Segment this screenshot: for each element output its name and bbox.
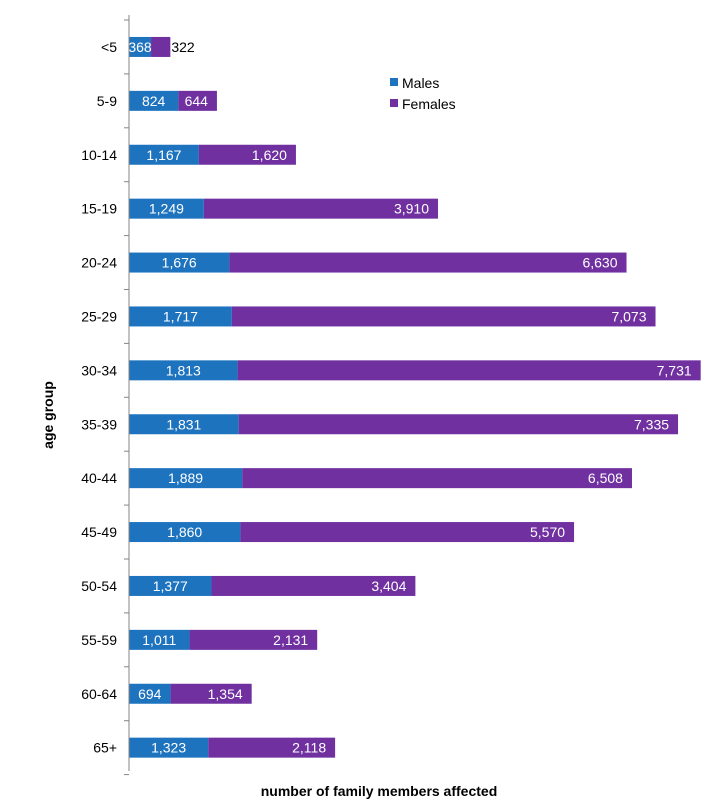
y-tick-label: 30-34 — [81, 362, 117, 378]
bar-males — [129, 198, 204, 219]
legend: Males Females — [390, 75, 456, 112]
data-label-males: 1,676 — [162, 255, 197, 271]
data-label-females: 7,335 — [634, 416, 669, 432]
data-label-females: 5,570 — [530, 524, 565, 540]
bar-females — [178, 90, 217, 111]
y-tick-label: 65+ — [93, 740, 117, 756]
bar-females — [237, 360, 701, 381]
bar-females — [242, 468, 632, 489]
y-tick-label: <5 — [101, 39, 117, 55]
bar-females — [211, 575, 416, 596]
bar-males — [129, 683, 171, 704]
bar-males — [129, 144, 199, 165]
data-label-males: 1,011 — [142, 632, 176, 648]
bar-females — [203, 198, 439, 219]
data-label-males: 1,377 — [153, 578, 188, 594]
bar-males — [129, 629, 190, 650]
bar-males — [129, 575, 212, 596]
data-label-females: 7,073 — [611, 308, 646, 324]
data-label-males: 824 — [142, 93, 166, 109]
data-label-females: 2,118 — [292, 740, 326, 756]
y-tick-label: 40-44 — [81, 470, 117, 486]
bar-females — [189, 629, 318, 650]
bar-females — [240, 522, 575, 543]
y-tick-label: 5-9 — [97, 93, 117, 109]
data-label-females: 2,131 — [273, 632, 308, 648]
data-label-females: 644 — [185, 93, 209, 109]
bar-males — [129, 360, 238, 381]
y-tick-label: 10-14 — [81, 147, 117, 163]
legend-label-females: Females — [402, 96, 456, 112]
y-tick-labels: <5 5-9 10-14 15-19 20-24 25-29 30-34 35-39 40-44… — [81, 39, 117, 756]
bar-males — [129, 737, 209, 758]
bar-males — [129, 252, 230, 273]
legend-swatch-males — [390, 78, 398, 86]
data-label-females: 7,731 — [657, 362, 692, 378]
y-tick-label: 15-19 — [81, 201, 117, 217]
y-tick-label: 35-39 — [81, 416, 117, 432]
bar-females — [170, 683, 252, 704]
bar-females — [208, 737, 336, 758]
y-tick-label: 55-59 — [81, 632, 117, 648]
bar-males — [129, 414, 239, 435]
bar-females — [198, 144, 296, 165]
bar-males — [129, 522, 241, 543]
data-label-females: 6,630 — [582, 255, 617, 271]
y-tick-label: 45-49 — [81, 524, 117, 540]
data-label-males: 1,831 — [166, 416, 201, 432]
data-label-males: 1,249 — [149, 201, 184, 217]
legend-swatch-females — [390, 99, 398, 107]
y-axis-tick-marks — [124, 19, 129, 776]
data-labels-layer: 368 322 824 644 1,167 1,620 1,249 3,910 1,676 6,6… — [128, 39, 692, 756]
data-label-males: 1,860 — [167, 524, 202, 540]
y-axis-label: age group — [40, 381, 56, 449]
data-label-males: 368 — [128, 39, 152, 55]
bar-males — [129, 306, 232, 327]
data-label-females: 322 — [171, 39, 195, 55]
data-label-females: 6,508 — [588, 470, 623, 486]
y-tick-label: 25-29 — [81, 308, 117, 324]
data-label-females: 1,354 — [208, 686, 243, 702]
data-label-females: 3,404 — [371, 578, 406, 594]
bars-layer — [129, 36, 701, 758]
y-tick-label: 50-54 — [81, 578, 117, 594]
bar-females — [231, 306, 656, 327]
x-axis-label: number of family members affected — [261, 783, 498, 799]
data-label-males: 1,323 — [151, 740, 186, 756]
data-label-females: 3,910 — [394, 201, 429, 217]
bar-males — [129, 468, 243, 489]
legend-label-males: Males — [402, 75, 439, 91]
data-label-males: 1,167 — [146, 147, 181, 163]
data-label-males: 694 — [138, 686, 162, 702]
bar-males — [129, 90, 179, 111]
data-label-males: 1,813 — [166, 362, 201, 378]
data-label-males: 1,889 — [168, 470, 203, 486]
data-label-males: 1,717 — [163, 308, 198, 324]
y-tick-label: 60-64 — [81, 686, 117, 702]
bar-females — [151, 36, 171, 57]
bar-males — [129, 36, 152, 57]
data-label-females: 1,620 — [252, 147, 287, 163]
bar-females — [238, 414, 679, 435]
y-tick-label: 20-24 — [81, 255, 117, 271]
bar-females — [229, 252, 627, 273]
